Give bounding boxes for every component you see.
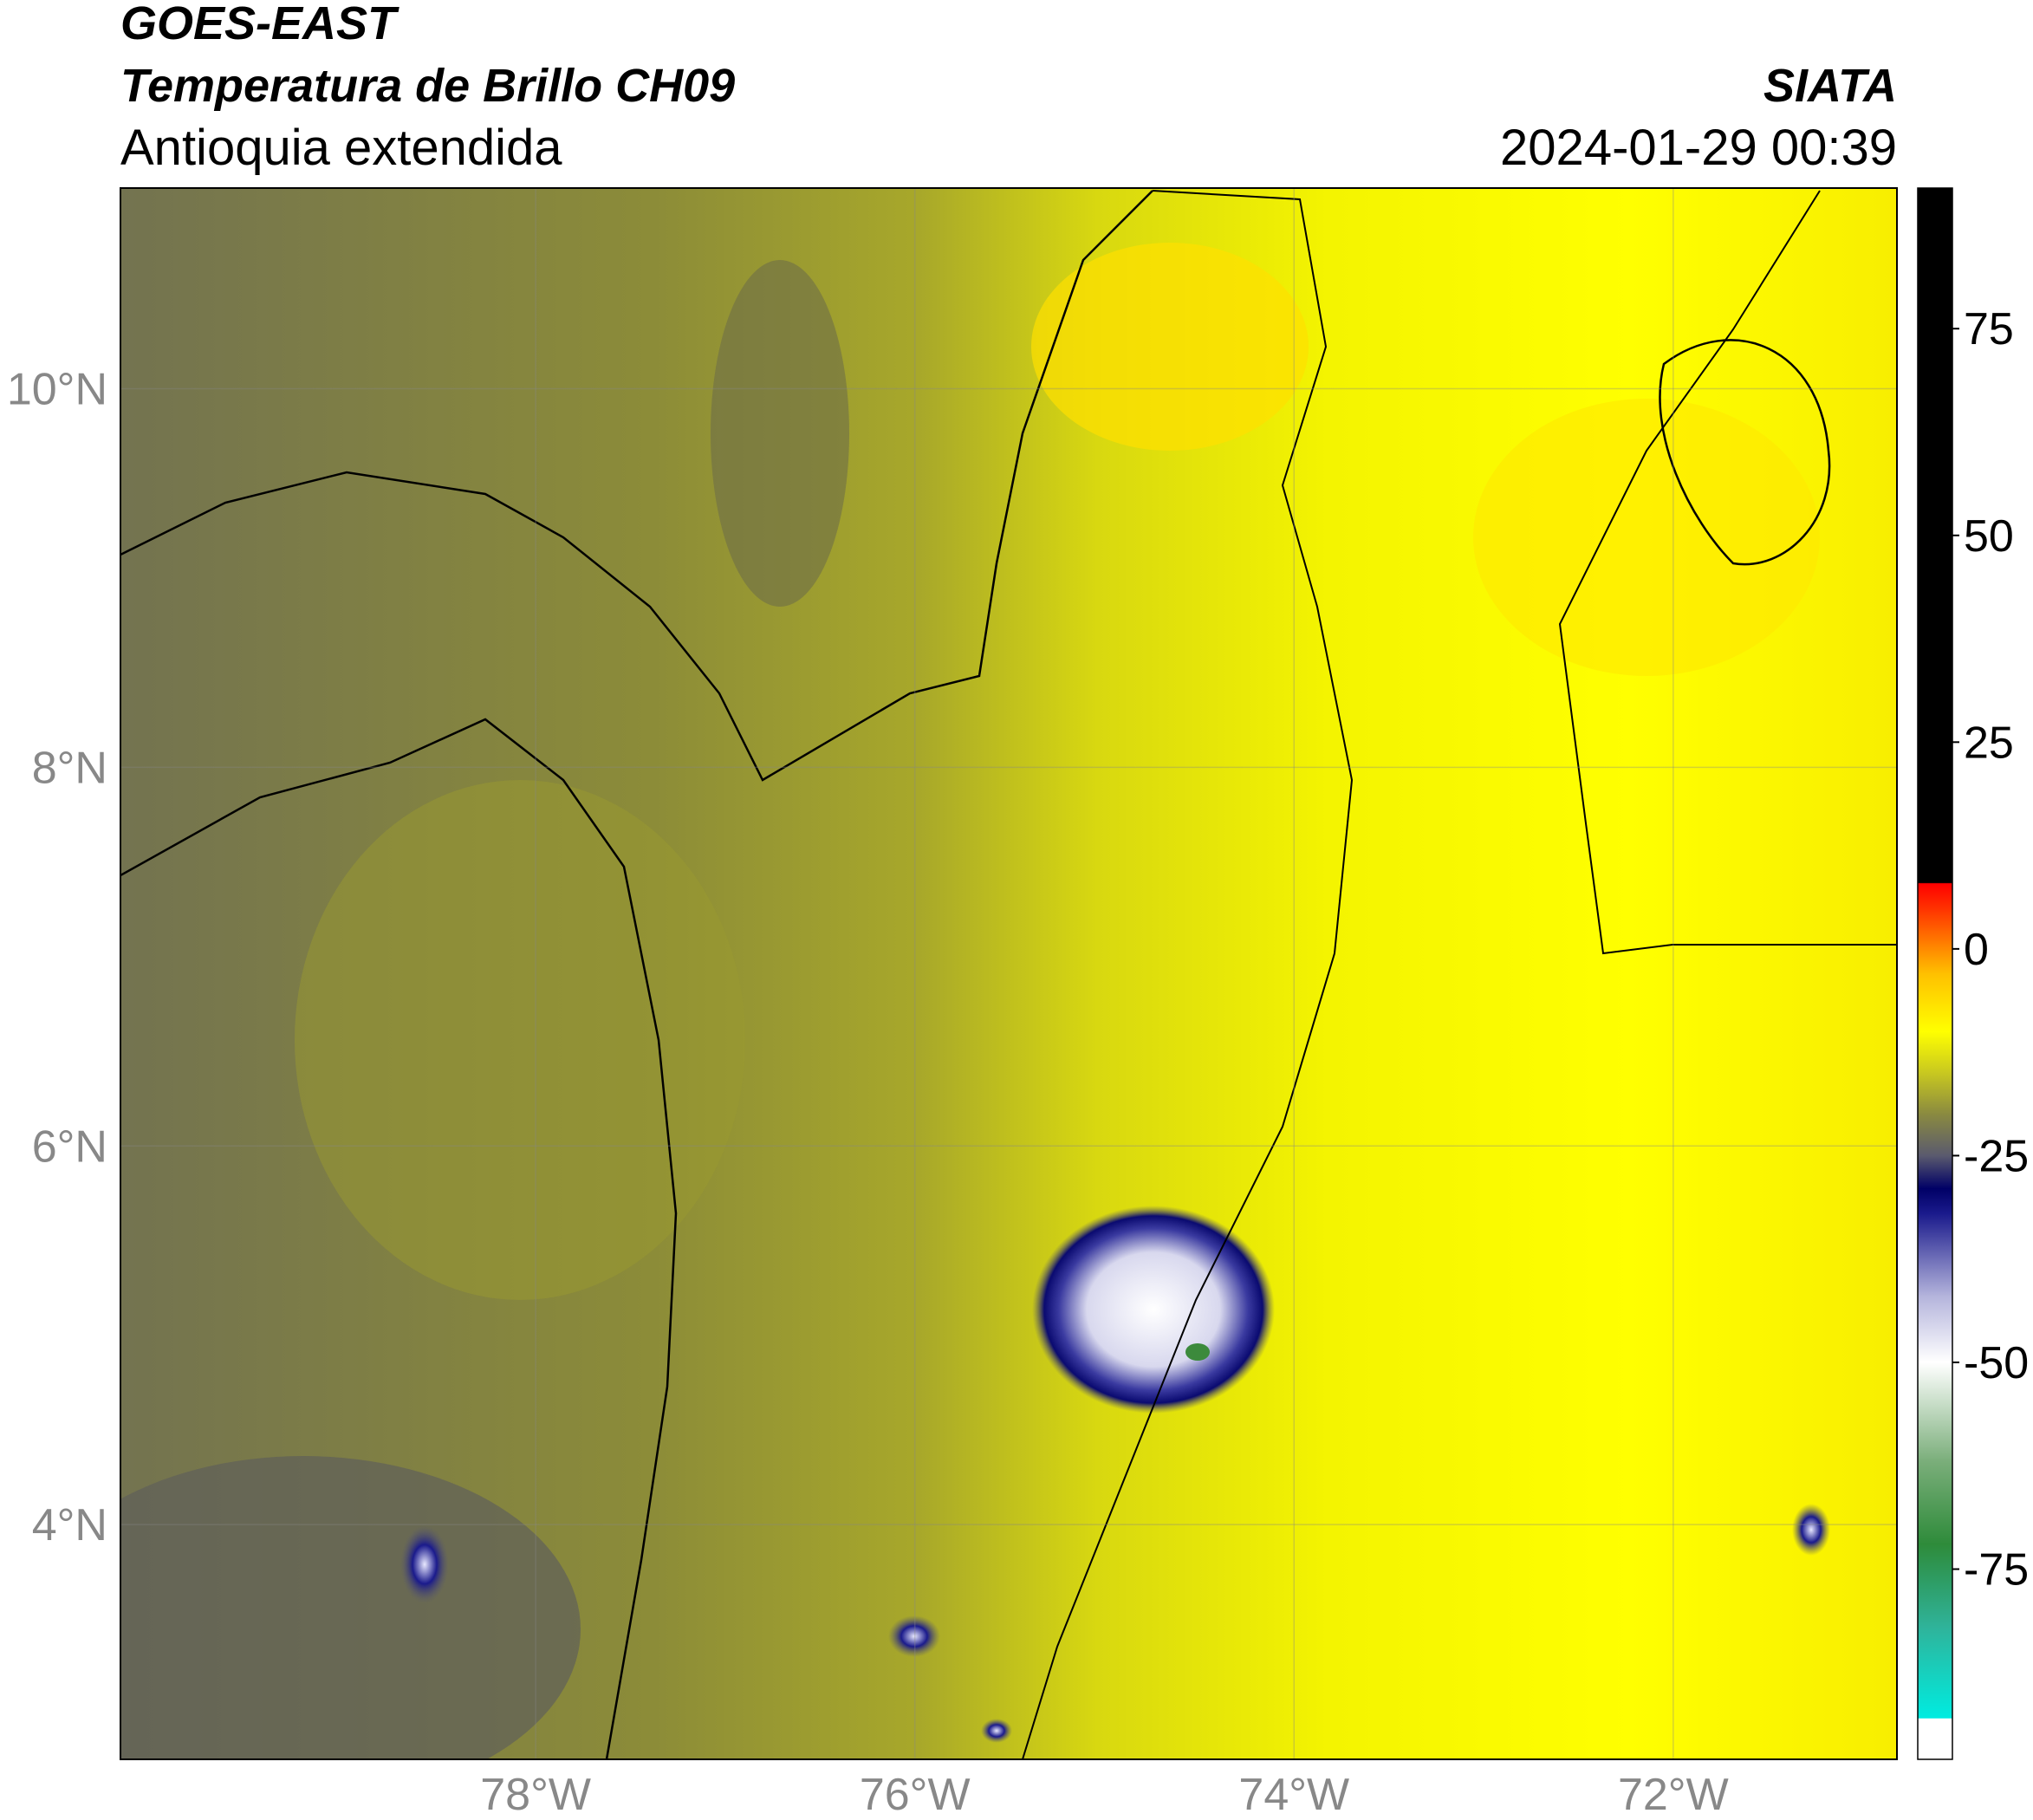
y-tick-label: 6°N xyxy=(32,1121,107,1172)
region: Antioquia extendida xyxy=(120,120,562,176)
product: Temperatura de Brillo CH09 xyxy=(120,60,735,112)
colorbar-tick-label: -75 xyxy=(1964,1545,2029,1596)
colorbar-tick-label: -50 xyxy=(1964,1338,2029,1388)
colorbar-tick-label: -25 xyxy=(1964,1131,2029,1181)
y-tick-label: 8°N xyxy=(32,743,107,793)
agency: SIATA xyxy=(1763,60,1897,112)
map-frame xyxy=(120,187,1898,1760)
x-tick-label: 76°W xyxy=(860,1770,971,1820)
x-tick-label: 78°W xyxy=(480,1770,591,1820)
colorbar-tick-label: 50 xyxy=(1964,511,2014,562)
y-tick-label: 4°N xyxy=(32,1500,107,1550)
datetime: 2024-01-29 00:39 xyxy=(1500,120,1897,176)
x-tick-label: 74°W xyxy=(1238,1770,1349,1820)
grid xyxy=(120,188,1897,1759)
colorbar-tick-label: 25 xyxy=(1964,718,2014,768)
colorbar: -75 -50 -25 0 25 50 75 xyxy=(1917,187,2029,1760)
source: GOES-EAST xyxy=(120,0,399,49)
colorbar-tick-label: 0 xyxy=(1964,925,1989,975)
colorbar-tick-label: 75 xyxy=(1964,304,2014,354)
colorbar-scale xyxy=(1917,187,1953,1760)
map-imagery xyxy=(120,188,1897,1759)
y-tick-label: 10°N xyxy=(7,365,107,415)
x-tick-label: 72°W xyxy=(1618,1770,1729,1820)
